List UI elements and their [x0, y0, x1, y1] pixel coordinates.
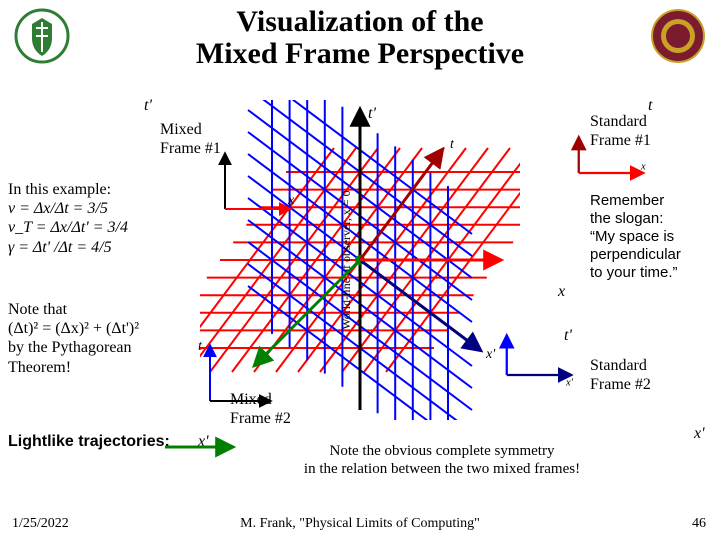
standard-frame-2-line1: Standard — [590, 357, 647, 374]
standard-frame-2-line2: Frame #2 — [590, 376, 651, 393]
slogan-line-2: the slogan: — [590, 210, 663, 227]
note-line-4: Theorem! — [8, 359, 71, 376]
svg-text:x: x — [287, 193, 295, 208]
note-block: Note that (Δt)² = (Δx)² + (Δt')² by the … — [8, 300, 208, 377]
title-line-1: Visualization of the — [236, 5, 483, 38]
example-block: In this example: v = Δx/Δt = 3/5 v_T = Δ… — [8, 180, 208, 257]
standard-frame-2-label: Standard Frame #2 — [590, 356, 651, 394]
svg-text:x': x' — [565, 378, 574, 389]
title-line-2: Mixed Frame Perspective — [196, 37, 524, 70]
slogan-block: Remember the slogan: “My space is perpen… — [590, 192, 720, 282]
symmetry-note-line-1: Note the obvious complete symmetry — [330, 443, 555, 459]
worldline-text: World-line of observer, x = 0 — [339, 190, 353, 329]
footer-page: 46 — [692, 516, 706, 532]
mixed-frame-1-line1: Mixed — [160, 121, 202, 138]
label-t-skew: t — [450, 137, 455, 152]
example-line-2: v_T = Δx/Δt' = 3/4 — [8, 219, 128, 236]
label-xprime-br: x' — [694, 424, 705, 443]
slogan-line-3: “My space is — [590, 228, 674, 245]
mixed-frame-2-label: Mixed Frame #2 — [230, 390, 291, 428]
standard-frame-2-axes: x' — [488, 320, 578, 400]
label-tprime-top: t' — [368, 105, 376, 122]
lightlike-label: Lightlike trajectories: — [8, 432, 170, 451]
standard-frame-1-axes: x — [560, 118, 650, 198]
symmetry-note: Note the obvious complete symmetry in th… — [262, 442, 622, 478]
mixed-frame-2-line1: Mixed — [230, 391, 272, 408]
footer-center: M. Frank, "Physical Limits of Computing" — [0, 516, 720, 532]
svg-text:x: x — [640, 161, 646, 172]
note-line-1: Note that — [8, 301, 67, 318]
example-line-1: v = Δx/Δt = 3/5 — [8, 200, 108, 217]
lightlike-pointer — [160, 432, 240, 462]
example-line-3: γ = Δt' /Δt = 4/5 — [8, 239, 112, 256]
slogan-line-5: to your time.” — [590, 264, 678, 281]
label-x-midright: x — [558, 282, 565, 301]
note-line-3: by the Pythagorean — [8, 339, 132, 356]
label-tprime-corner: t' — [144, 96, 152, 115]
mixed-frame-2-line2: Frame #2 — [230, 410, 291, 427]
symmetry-note-line-2: in the relation between the two mixed fr… — [304, 461, 580, 477]
slide-title: Visualization of the Mixed Frame Perspec… — [0, 6, 720, 69]
note-line-2: (Δt)² = (Δx)² + (Δt')² — [8, 320, 139, 337]
example-heading: In this example: — [8, 181, 111, 198]
svg-text:t: t — [198, 339, 203, 354]
slogan-line-4: perpendicular — [590, 246, 681, 263]
slogan-line-1: Remember — [590, 192, 664, 209]
mixed-frame-1-axes: x — [210, 144, 300, 224]
